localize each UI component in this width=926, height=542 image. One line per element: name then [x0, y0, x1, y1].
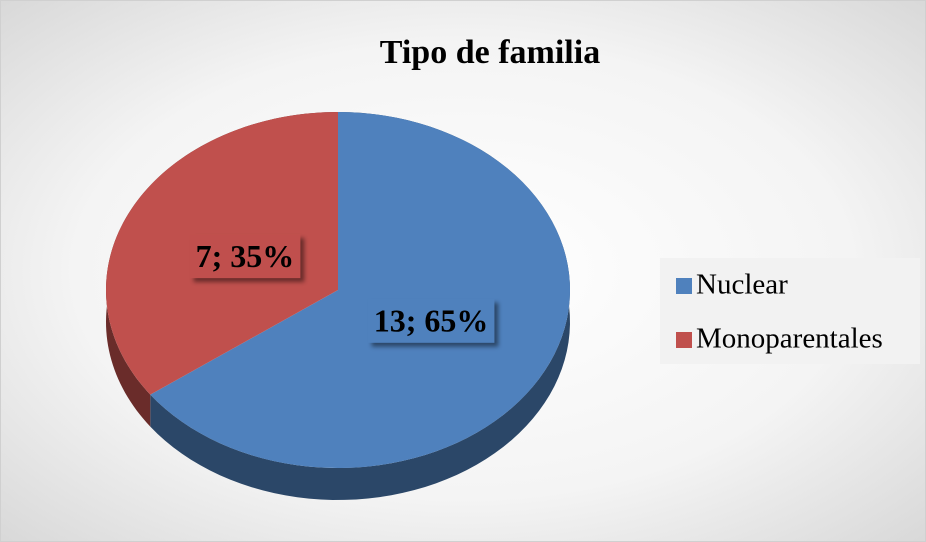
data-label-box: [189, 234, 301, 279]
chart-title: Tipo de familia: [380, 34, 600, 71]
data-label-text: 7; 35%: [196, 238, 295, 274]
pie-slice: [150, 112, 571, 468]
legend: Nuclear Monoparentales: [660, 258, 920, 364]
data-label: 7; 35%: [189, 234, 301, 279]
legend-swatch: [676, 332, 692, 348]
legend-label: Monoparentales: [696, 323, 883, 355]
legend-label: Nuclear: [696, 269, 788, 301]
legend-background: [660, 258, 920, 364]
data-label-box: [367, 298, 495, 343]
legend-swatch: [676, 278, 692, 294]
data-label-text: 13; 65%: [374, 303, 489, 339]
data-label: 13; 65%: [367, 298, 495, 343]
